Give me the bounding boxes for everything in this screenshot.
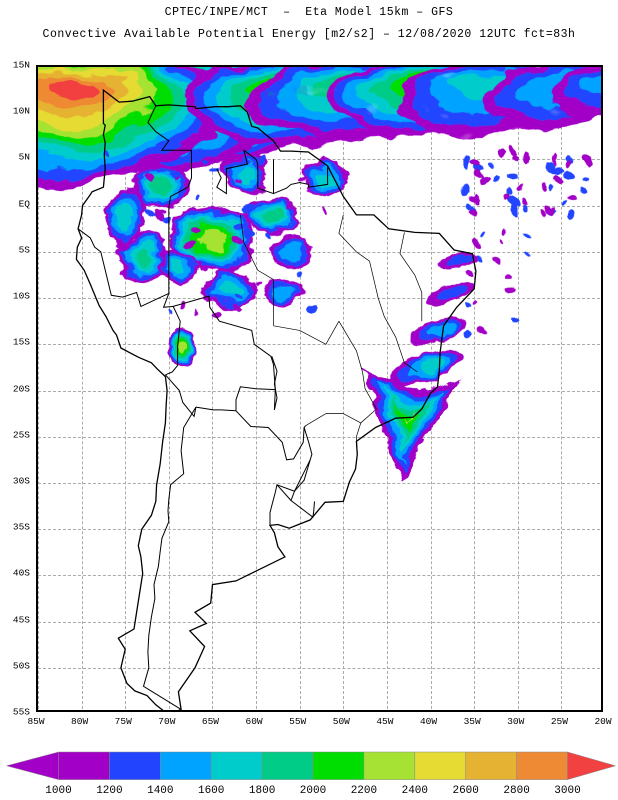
svg-text:1400: 1400 <box>147 785 173 797</box>
svg-text:3000: 3000 <box>554 785 580 797</box>
svg-text:1600: 1600 <box>198 785 224 797</box>
svg-text:2600: 2600 <box>452 785 478 797</box>
svg-text:2200: 2200 <box>351 785 377 797</box>
svg-text:1200: 1200 <box>96 785 122 797</box>
svg-text:1800: 1800 <box>249 785 275 797</box>
svg-text:2000: 2000 <box>300 785 326 797</box>
svg-text:2400: 2400 <box>402 785 428 797</box>
svg-text:2800: 2800 <box>503 785 529 797</box>
svg-text:1000: 1000 <box>45 785 71 797</box>
